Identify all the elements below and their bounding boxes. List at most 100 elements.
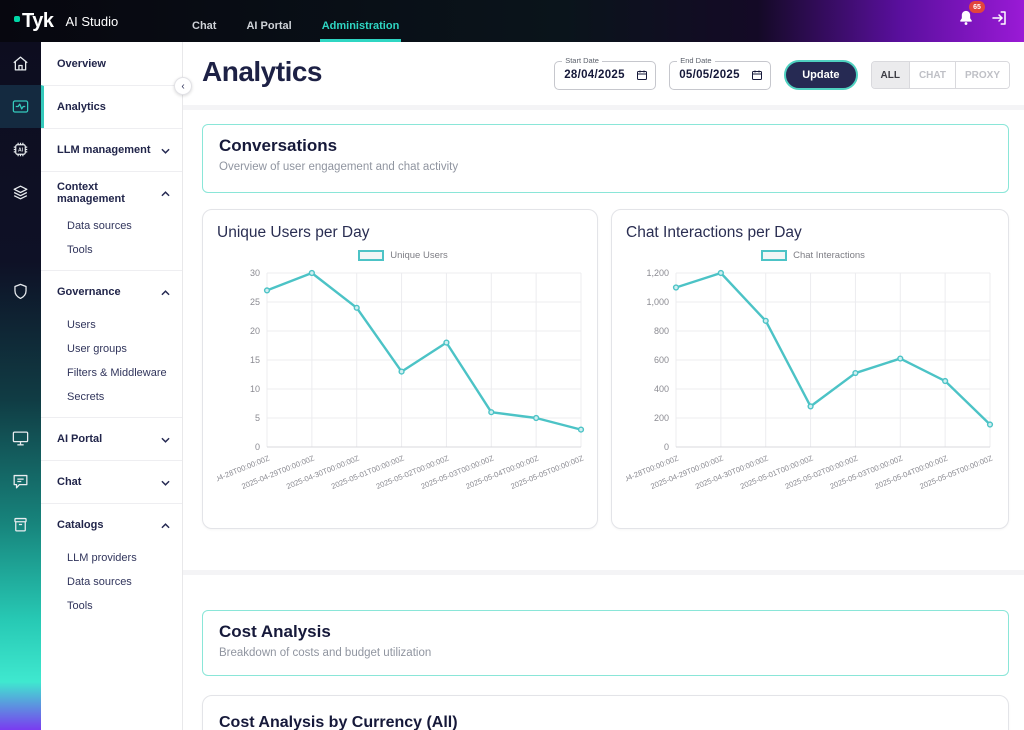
topbar: Tyk AI Studio Chat AI Portal Administrat…	[0, 0, 1024, 42]
topbar-actions: 65	[956, 1, 1008, 33]
sidebar-subitem-data-sources[interactable]: Data sources	[67, 576, 132, 588]
svg-text:1,000: 1,000	[646, 297, 669, 307]
cost-by-currency-card: Cost Analysis by Currency (All)	[202, 695, 1009, 730]
page-title: Analytics	[202, 56, 323, 87]
filter-proxy[interactable]: PROXY	[954, 62, 1009, 88]
sidebar-item-llm-management[interactable]: LLM management	[41, 128, 182, 171]
sidebar-subitem-filters-middleware[interactable]: Filters & Middleware	[67, 367, 167, 379]
notification-badge: 65	[969, 1, 985, 13]
sidebar-subitem-data-sources[interactable]: Data sources	[67, 220, 132, 232]
tyk-logo[interactable]: Tyk AI Studio	[14, 10, 118, 32]
svg-text:20: 20	[250, 326, 260, 336]
unique-users-chart: 0510152025302025-04-28T00:00:00Z2025-04-…	[195, 268, 585, 491]
svg-text:30: 30	[250, 268, 260, 278]
start-date-input[interactable]: Start Date 28/04/2025	[554, 55, 657, 90]
chevron-up-icon	[161, 516, 170, 534]
sidebar-subitem-llm-providers[interactable]: LLM providers	[67, 552, 137, 564]
rail-item-context-management[interactable]	[0, 171, 41, 214]
logout-icon	[992, 11, 1006, 25]
notifications-button[interactable]: 65	[956, 1, 985, 33]
monitor-icon	[12, 431, 29, 446]
sidebar-item-ai-portal[interactable]: AI Portal	[41, 417, 182, 460]
topnav-tab-chat[interactable]: Chat	[192, 20, 217, 32]
rail-item-llm-management[interactable]: AI	[0, 128, 41, 171]
end-date-input[interactable]: End Date 05/05/2025	[669, 55, 772, 90]
svg-text:1,200: 1,200	[646, 268, 669, 278]
legend-swatch-icon	[761, 250, 788, 261]
svg-text:15: 15	[250, 355, 260, 365]
svg-text:AI: AI	[18, 148, 24, 154]
sidebar-item-label: Chat	[57, 476, 82, 488]
rail-item-ai-portal[interactable]	[0, 417, 41, 460]
analytics-icon	[12, 100, 29, 113]
svg-text:800: 800	[654, 326, 669, 336]
cost-analysis-banner: Cost Analysis Breakdown of costs and bud…	[202, 610, 1009, 676]
rail-item-chat[interactable]	[0, 460, 41, 503]
svg-text:5: 5	[255, 413, 260, 423]
sidebar-item-label: Analytics	[57, 101, 106, 113]
scope-filter-group: ALL CHAT PROXY	[870, 61, 1010, 89]
cost-analysis-title: Cost Analysis	[219, 622, 331, 641]
logout-button[interactable]	[990, 9, 1008, 32]
top-nav: Chat AI Portal Administration	[190, 16, 402, 42]
cost-by-currency-title: Cost Analysis by Currency (All)	[219, 714, 458, 730]
sidebar-item-label: Catalogs	[57, 519, 104, 531]
legend-label: Chat Interactions	[793, 250, 865, 261]
sidebar: Overview Analytics LLM management Contex…	[41, 42, 183, 730]
sidebar-item-label: Overview	[57, 57, 106, 70]
sidebar-item-label: AI Portal	[57, 433, 103, 445]
context-management-sublist: Data sources Tools	[41, 214, 182, 270]
cost-analysis-subtitle: Breakdown of costs and budget utilizatio…	[219, 647, 432, 659]
main-content: Analytics Start Date 28/04/2025 End Date…	[183, 42, 1024, 730]
sidebar-subitem-user-groups[interactable]: User groups	[67, 343, 127, 355]
end-date-label: End Date	[677, 55, 715, 65]
rail-item-catalogs[interactable]	[0, 503, 41, 546]
sidebar-subitem-tools[interactable]: Tools	[67, 600, 93, 612]
filter-chat[interactable]: CHAT	[908, 62, 955, 88]
chat-interactions-chart: 02004006008001,0001,2002025-04-28T00:00:…	[604, 268, 994, 491]
topnav-tab-administration[interactable]: Administration	[319, 16, 402, 42]
rail-item-overview[interactable]	[0, 42, 41, 85]
sidebar-item-governance[interactable]: Governance	[41, 270, 182, 313]
calendar-icon	[752, 70, 763, 80]
chevron-down-icon	[161, 473, 170, 491]
update-button[interactable]: Update	[784, 60, 858, 90]
section-divider	[183, 105, 1024, 110]
conversations-title: Conversations	[219, 136, 338, 155]
layers-icon	[13, 185, 28, 200]
svg-text:10: 10	[250, 384, 260, 394]
sidebar-item-chat[interactable]: Chat	[41, 460, 182, 503]
svg-text:0: 0	[664, 442, 669, 452]
filter-all[interactable]: ALL	[871, 62, 909, 88]
sidebar-collapse-button[interactable]: ‹	[174, 77, 192, 95]
sidebar-subitem-users[interactable]: Users	[67, 319, 96, 331]
svg-text:400: 400	[654, 384, 669, 394]
chat-bubble-icon	[13, 474, 28, 489]
end-date-value: 05/05/2025	[679, 69, 740, 81]
bell-icon	[960, 10, 972, 25]
icon-rail: AI	[0, 42, 41, 730]
sidebar-item-context-management[interactable]: Context management	[41, 171, 182, 214]
sidebar-item-analytics[interactable]: Analytics	[41, 85, 182, 128]
chevron-up-icon	[161, 184, 170, 202]
topnav-tab-ai-portal[interactable]: AI Portal	[246, 20, 292, 32]
sidebar-item-overview[interactable]: Overview	[41, 42, 182, 85]
header-controls: Start Date 28/04/2025 End Date 05/05/202…	[554, 55, 1010, 90]
product-name: AI Studio	[65, 14, 119, 29]
svg-text:25: 25	[250, 297, 260, 307]
conversations-banner: Conversations Overview of user engagemen…	[202, 124, 1009, 193]
rail-item-governance[interactable]	[0, 270, 41, 313]
section-divider	[183, 570, 1024, 575]
sidebar-item-catalogs[interactable]: Catalogs	[41, 503, 182, 546]
chart-title: Unique Users per Day	[217, 224, 370, 241]
svg-text:0: 0	[255, 442, 260, 452]
governance-sublist: Users User groups Filters & Middleware S…	[41, 313, 182, 417]
chart-legend: Unique Users	[217, 250, 589, 261]
chart-legend: Chat Interactions	[626, 250, 1000, 261]
sidebar-subitem-secrets[interactable]: Secrets	[67, 391, 105, 403]
chevron-up-icon	[161, 283, 170, 301]
chevron-down-icon	[161, 430, 170, 448]
sidebar-subitem-tools[interactable]: Tools	[67, 244, 93, 256]
chat-interactions-chart-card: Chat Interactions per Day Chat Interacti…	[604, 209, 1009, 529]
rail-item-analytics[interactable]	[0, 85, 41, 128]
